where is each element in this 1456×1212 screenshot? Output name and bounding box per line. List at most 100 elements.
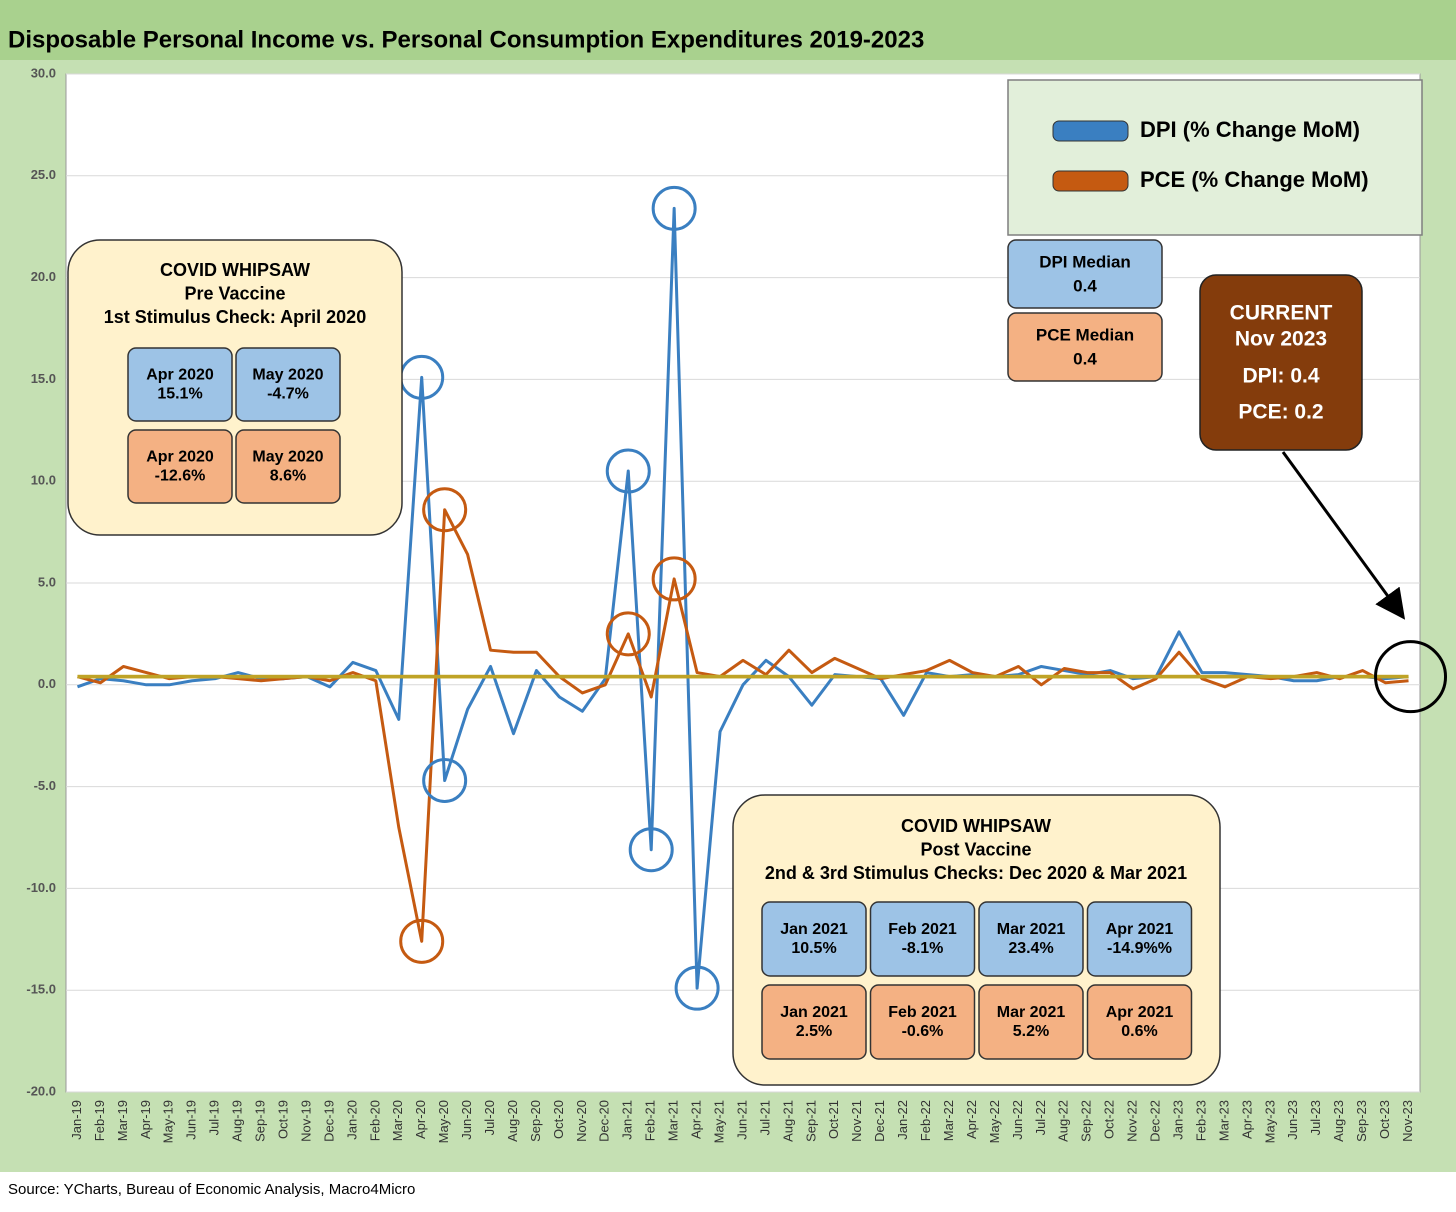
annotation-period: Apr 2021 [1106, 1004, 1174, 1021]
x-tick-label: Aug-22 [1056, 1100, 1071, 1142]
annotation-cell [1086, 901, 1193, 977]
y-tick-label: -10.0 [26, 880, 56, 895]
annotation-period: Mar 2021 [997, 921, 1066, 938]
median-label: DPI Median [1039, 252, 1131, 271]
annotation-cell [235, 429, 341, 504]
annotation-value: 15.1% [157, 386, 202, 403]
annotation-period: Feb 2021 [888, 921, 957, 938]
annotation-period: Jan 2021 [780, 1004, 848, 1021]
median-label: PCE Median [1036, 325, 1134, 344]
layer: -20.0 -15.0 -10.0 -5.0 0.0 5.0 10.0 15.0 20.0 25.… [26, 65, 1448, 1143]
annotation-cell [978, 901, 1084, 977]
y-tick-label: 30.0 [31, 65, 56, 80]
x-tick-label: Jun-21 [734, 1100, 749, 1140]
x-tick-label: Jun-22 [1010, 1100, 1025, 1140]
x-tick-label: Jul-19 [207, 1100, 222, 1135]
x-tick-label: Sep-19 [253, 1100, 268, 1142]
annotation-cell [761, 984, 867, 1060]
y-tick-label: 15.0 [31, 371, 56, 386]
annotation-value: -8.1% [902, 940, 944, 957]
x-tick-label: Sep-22 [1079, 1100, 1094, 1142]
annotation-cell [127, 347, 233, 422]
annotation-value: 5.2% [1013, 1023, 1049, 1040]
x-tick-label: Aug-21 [780, 1100, 795, 1142]
x-tick-label: Jul-21 [757, 1100, 772, 1135]
annotation-heading: 2nd & 3rd Stimulus Checks: Dec 2020 & Ma… [765, 863, 1187, 883]
x-tick-label: Jul-22 [1033, 1100, 1048, 1135]
current-text: CURRENT [1230, 302, 1333, 325]
highlight-circle [605, 448, 651, 494]
x-tick-label: Feb-19 [92, 1100, 107, 1141]
x-tick-label: Jan-19 [69, 1100, 84, 1140]
annotation-cell [127, 429, 233, 504]
annotation-period: Feb 2021 [888, 1004, 957, 1021]
annotation-heading: COVID WHIPSAW [160, 260, 310, 280]
legend-box [1007, 79, 1423, 236]
x-tick-label: Jul-20 [482, 1100, 497, 1135]
legend-label: PCE (% Change MoM) [1140, 167, 1369, 192]
current-circle [1374, 640, 1448, 714]
y-tick-label: 25.0 [31, 167, 56, 182]
x-tick-label: Aug-19 [230, 1100, 245, 1142]
annotation-period: May 2020 [252, 367, 323, 384]
y-tick-label: -20.0 [26, 1083, 56, 1098]
current-arrow [1281, 451, 1406, 620]
annotation-cell [235, 347, 341, 422]
x-tick-label: Apr-20 [413, 1100, 428, 1139]
x-tick-label: Dec-22 [1148, 1100, 1163, 1142]
annotation-cell [869, 984, 976, 1060]
y-tick-label: 20.0 [31, 269, 56, 284]
x-tick-label: May-23 [1262, 1100, 1277, 1143]
x-tick-label: Jun-23 [1285, 1100, 1300, 1140]
highlight-circle [674, 965, 720, 1011]
current-box [1199, 274, 1363, 451]
x-tick-label: Apr-22 [964, 1100, 979, 1139]
x-tick-label: Nov-21 [849, 1100, 864, 1142]
annotation-value: -4.7% [267, 386, 309, 403]
x-tick-label: Oct-21 [826, 1100, 841, 1139]
x-tick-label: Dec-19 [321, 1100, 336, 1142]
y-tick-label: -5.0 [34, 778, 56, 793]
annotation-cell [978, 984, 1084, 1060]
median-value: 0.4 [1073, 349, 1097, 368]
x-tick-label: Mar-21 [666, 1100, 681, 1141]
annotation-heading: Pre Vaccine [184, 283, 285, 303]
x-tick-label: Nov-19 [298, 1100, 313, 1142]
annotation-value: 2.5% [796, 1023, 832, 1040]
x-tick-label: Oct-22 [1102, 1100, 1117, 1139]
x-tick-label: Feb-21 [643, 1100, 658, 1141]
annotation-heading: COVID WHIPSAW [901, 816, 1051, 836]
x-tick-label: Oct-19 [275, 1100, 290, 1139]
y-tick-label: 5.0 [38, 574, 56, 589]
highlight-circle [628, 827, 674, 873]
x-tick-label: Sep-20 [528, 1100, 543, 1142]
x-tick-label: Feb-23 [1193, 1100, 1208, 1141]
median-box [1007, 239, 1163, 309]
x-tick-label: Dec-21 [872, 1100, 887, 1142]
x-tick-label: Nov-22 [1125, 1100, 1140, 1142]
title-bar [0, 0, 1456, 60]
x-tick-label: Jul-23 [1308, 1100, 1323, 1135]
x-tick-label: Mar-22 [941, 1100, 956, 1141]
annotation-heading: Post Vaccine [920, 839, 1031, 859]
legend-swatch [1052, 170, 1129, 192]
median-value: 0.4 [1073, 276, 1097, 295]
legend-label: DPI (% Change MoM) [1140, 117, 1360, 142]
annotation-cell [1086, 984, 1193, 1060]
current-text: PCE: 0.2 [1238, 401, 1323, 424]
annotation-period: Apr 2021 [1106, 921, 1174, 938]
x-tick-label: Apr-23 [1239, 1100, 1254, 1139]
annotation-value: 0.6% [1121, 1023, 1157, 1040]
x-tick-label: Aug-23 [1331, 1100, 1346, 1142]
highlight-circle [651, 185, 697, 231]
x-tick-label: Oct-20 [551, 1100, 566, 1139]
x-tick-label: Jun-20 [459, 1100, 474, 1140]
annotation-cell [869, 901, 976, 977]
x-tick-label: May-20 [436, 1100, 451, 1143]
annotation-heading: 1st Stimulus Check: April 2020 [104, 307, 366, 327]
annotation-value: -0.6% [902, 1023, 944, 1040]
annotation-period: Mar 2021 [997, 1004, 1066, 1021]
highlight-circle [651, 556, 697, 602]
x-tick-label: Jan-20 [344, 1100, 359, 1140]
